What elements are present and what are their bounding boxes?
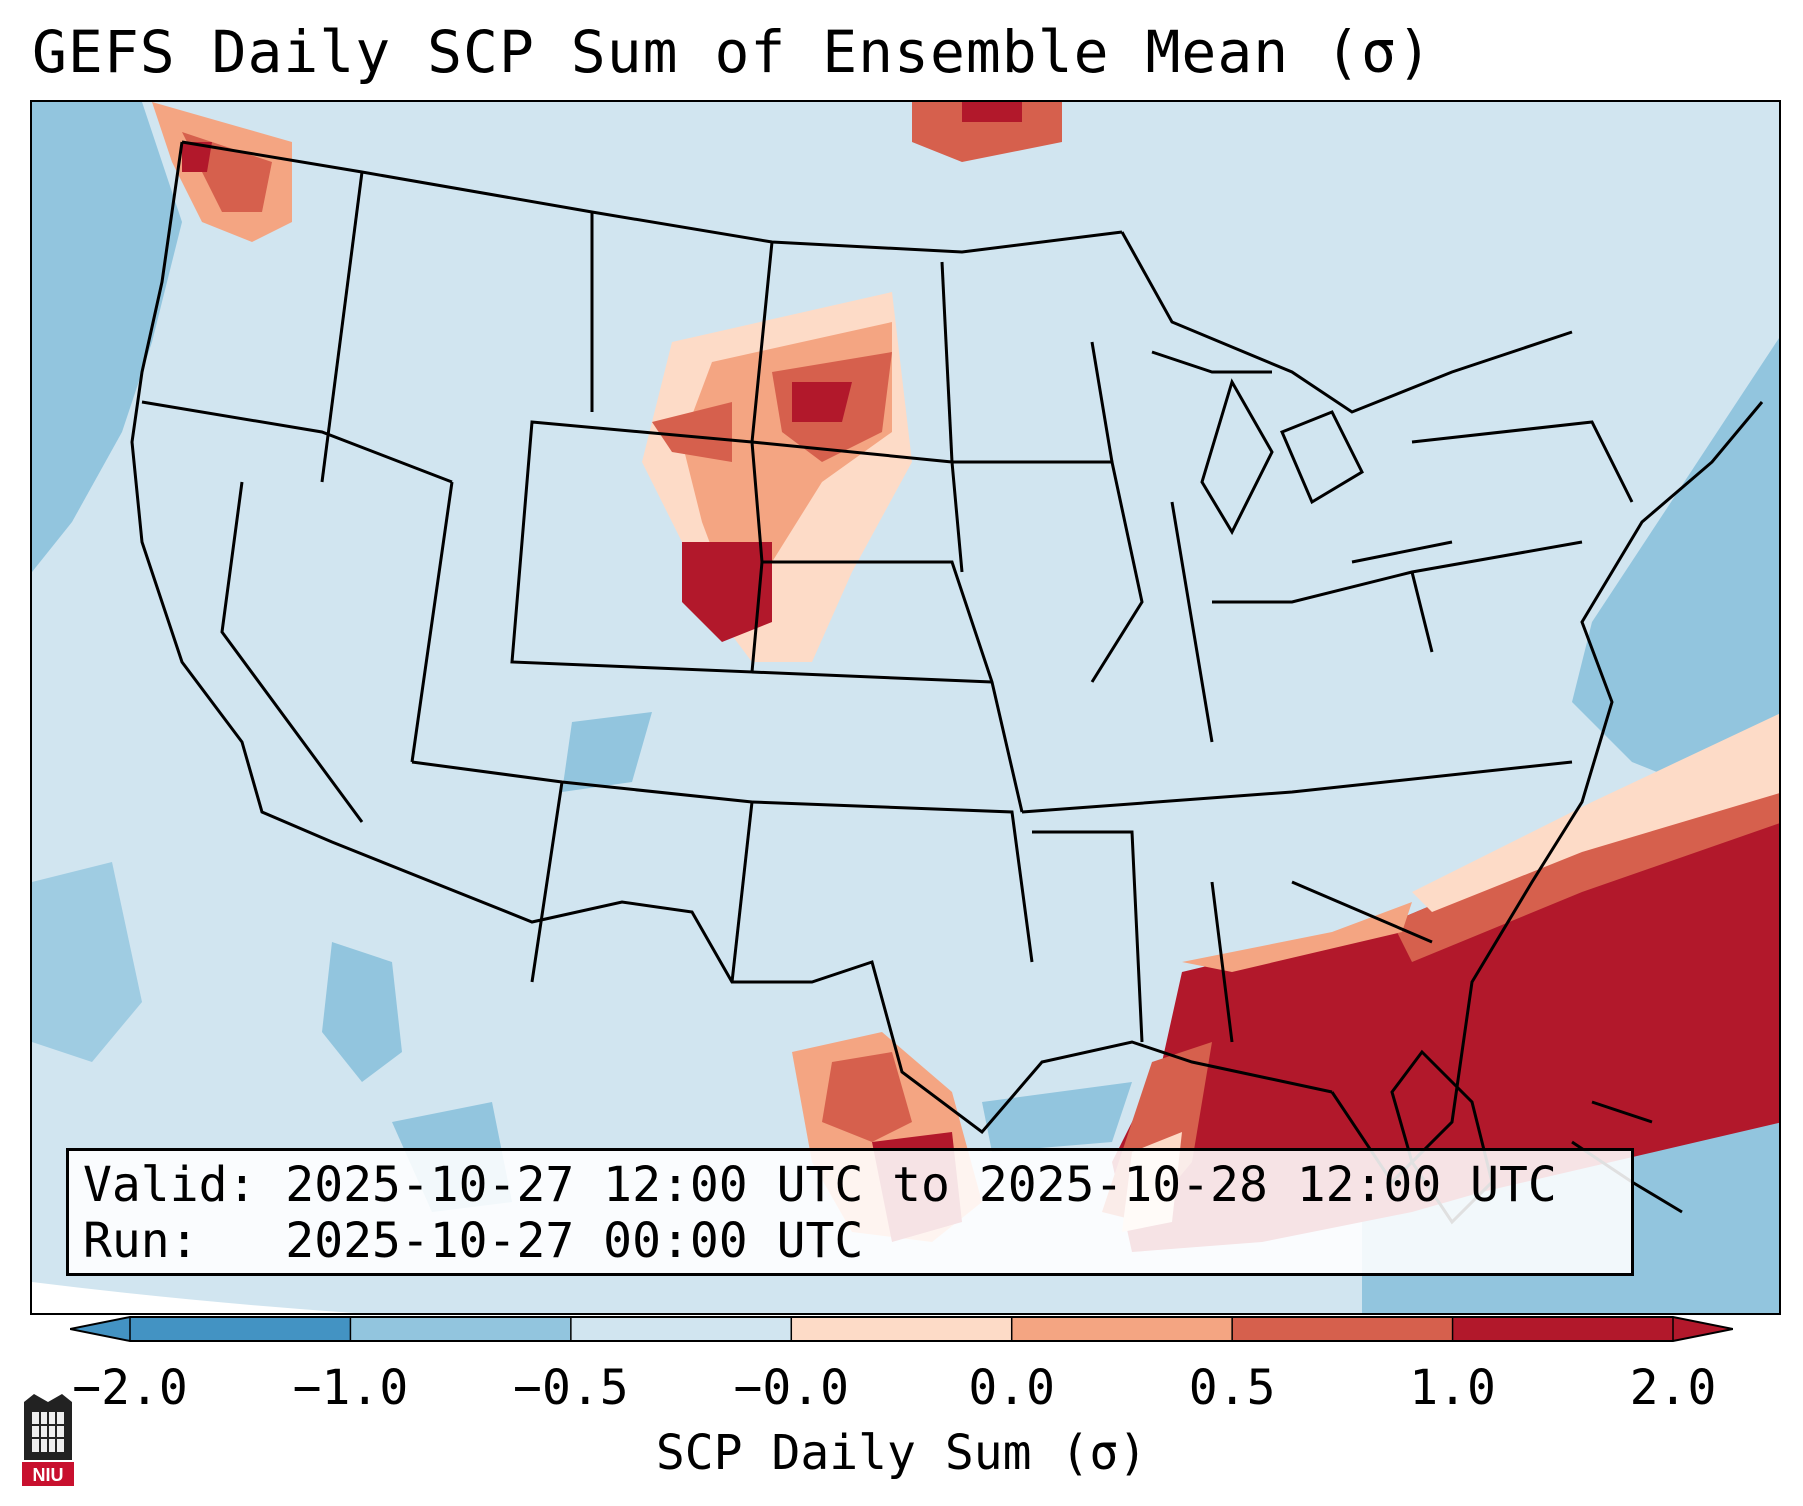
border-ga-sc (1291, 880, 1433, 944)
border-ms-al (1032, 830, 1144, 1043)
colorbar-label: SCP Daily Sum (σ) (655, 1425, 1148, 1481)
lake-superior (1151, 350, 1272, 374)
run-line: Run: 2025-10-27 00:00 UTC (83, 1213, 864, 1269)
colorbar-tick-label: −0.0 (733, 1360, 850, 1416)
border-az-nm (530, 781, 564, 983)
border-wa-id (320, 171, 364, 483)
map-title: GEFS Daily SCP Sum of Ensemble Mean (σ) (32, 18, 1433, 86)
border-nd-sd-west (750, 241, 774, 443)
colorbar-tickmarks (129, 1317, 1674, 1341)
colorbar-segment (130, 1317, 351, 1341)
colorbar-tick-label: 0.5 (1188, 1360, 1276, 1416)
border-ks-mo (762, 560, 1024, 813)
pacific-south-anomaly (32, 862, 142, 1062)
valid-time-box: Valid: 2025-10-27 12:00 UTC to 2025-10-2… (66, 1148, 1634, 1276)
scp-map (32, 102, 1779, 1313)
border-ca-nv (220, 481, 364, 823)
carolina-light-positive (1182, 902, 1412, 972)
border-ia-il (952, 460, 1144, 683)
gulf-negative-blob (982, 1082, 1132, 1152)
coastline-east (1330, 401, 1764, 1185)
colorbar-segments (130, 1317, 1674, 1341)
pacific-anomaly-region (32, 102, 182, 572)
valid-line: Valid: 2025-10-27 12:00 UTC to 2025-10-2… (83, 1157, 1557, 1213)
colorbar-tick-label: −0.5 (513, 1360, 629, 1416)
colorbar-segment (1011, 1317, 1233, 1341)
border-nd-mn (940, 261, 954, 463)
border-ny (1411, 420, 1634, 503)
colorbar-tick-label: −1.0 (292, 1360, 409, 1416)
border-ok-tx (751, 800, 1034, 963)
baja-negative-blob (322, 942, 402, 1082)
colorbar-segment (1452, 1317, 1674, 1341)
dakota-strong-positive (792, 382, 852, 422)
lake-erie (1351, 540, 1453, 564)
colorbar-tick-label: −2.0 (72, 1360, 188, 1416)
lake-huron (1280, 410, 1364, 505)
border-tn-nc (1021, 760, 1573, 814)
lake-michigan (1200, 378, 1274, 536)
colorbar-segment (350, 1317, 572, 1341)
colorbar (70, 1316, 1733, 1342)
border-al-ga (1210, 881, 1234, 1043)
colorbar-segment (1232, 1317, 1454, 1341)
border-nv-ut (410, 481, 454, 763)
wyoming-mid-positive (652, 402, 732, 462)
border-nm-tx (730, 801, 754, 983)
niu-logo-icon: NIU (22, 1394, 74, 1486)
projection-edge (32, 1282, 354, 1313)
border-oh-pa (1212, 540, 1583, 604)
border-colorado (510, 420, 764, 674)
border-mn-wi (1090, 341, 1114, 463)
border-pa-md (1410, 571, 1434, 653)
border-or-id (141, 400, 453, 484)
colorbar-segment (791, 1317, 1013, 1341)
atlantic-pale-positive-edge (1412, 713, 1779, 912)
atlantic-mid-positive-edge (1392, 783, 1779, 962)
colorbar-left-extension (70, 1317, 130, 1341)
colorbar-tick-labels: −2.0 −1.0 −0.5 −0.0 0.0 0.5 1.0 2.0 (0, 1360, 1803, 1420)
us-canada-border (181, 140, 1123, 254)
coastline-west-south (130, 141, 1333, 1135)
colorbar-segment (570, 1317, 792, 1341)
canada-mid-positive (912, 102, 1062, 162)
colorbar-tick-label: 0.0 (968, 1360, 1056, 1416)
colorbar-tick-label: 2.0 (1629, 1360, 1717, 1416)
border-il-in (1170, 501, 1214, 743)
northwest-strong-positive (182, 142, 212, 172)
colorbar-outline (70, 1316, 1733, 1342)
atlantic-negative-region (1572, 338, 1779, 802)
map-panel (30, 100, 1781, 1315)
great-lakes-border (1120, 231, 1573, 414)
logo-text: NIU (33, 1465, 64, 1485)
colorbar-tick-label: 1.0 (1409, 1360, 1496, 1416)
colorado-strong-positive (682, 542, 772, 642)
canada-strong-positive (962, 102, 1022, 122)
utah-negative-blob (562, 712, 652, 792)
colorbar-right-extension (1673, 1317, 1733, 1341)
border-ks-ok (751, 670, 993, 684)
southeast-strong-positive (1112, 783, 1779, 1252)
texas-mid-positive (822, 1052, 912, 1142)
